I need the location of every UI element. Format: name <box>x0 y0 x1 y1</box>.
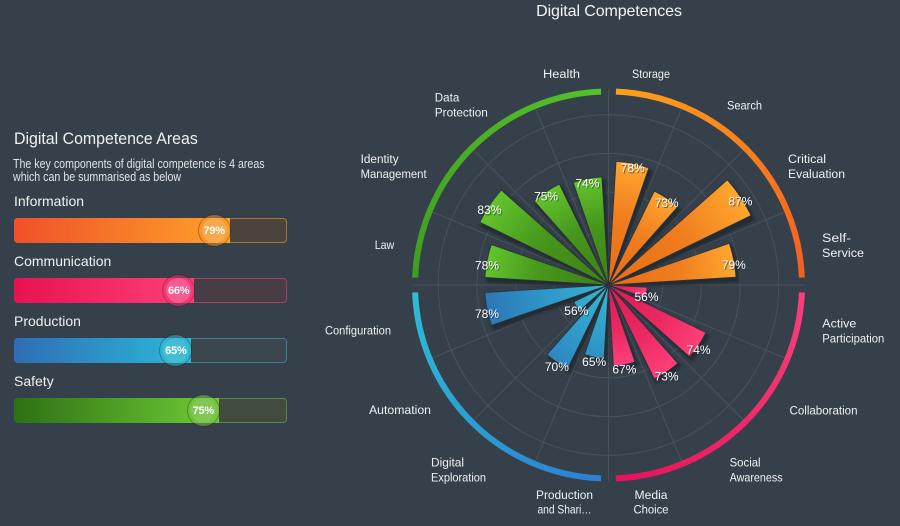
svg-text:78%: 78% <box>475 259 499 273</box>
svg-text:Exploration: Exploration <box>431 471 486 485</box>
svg-text:and Shari…: and Shari… <box>538 503 592 517</box>
svg-text:78%: 78% <box>621 161 645 175</box>
svg-text:73%: 73% <box>656 371 680 385</box>
svg-text:Search: Search <box>727 99 762 113</box>
svg-text:74%: 74% <box>575 176 599 190</box>
svg-text:Media: Media <box>635 488 668 502</box>
svg-text:75%: 75% <box>535 191 559 205</box>
svg-text:87%: 87% <box>728 195 752 209</box>
svg-text:67%: 67% <box>612 362 636 376</box>
svg-text:74%: 74% <box>576 178 600 192</box>
svg-text:65%: 65% <box>582 355 606 369</box>
svg-text:Production: Production <box>536 488 593 502</box>
svg-text:79%: 79% <box>722 258 746 272</box>
svg-text:73%: 73% <box>656 197 680 211</box>
svg-text:78%: 78% <box>622 162 646 176</box>
svg-text:Self-: Self- <box>822 231 851 245</box>
svg-text:Health: Health <box>543 67 580 81</box>
svg-text:Social: Social <box>730 456 761 470</box>
svg-text:74%: 74% <box>688 344 712 358</box>
svg-text:Identity: Identity <box>361 152 400 166</box>
svg-text:Configuration: Configuration <box>325 324 391 338</box>
svg-text:Service: Service <box>822 246 864 260</box>
svg-text:Critical: Critical <box>788 152 826 166</box>
svg-text:87%: 87% <box>729 196 753 210</box>
svg-text:Automation: Automation <box>369 403 431 417</box>
svg-text:56%: 56% <box>635 291 659 305</box>
svg-text:Digital: Digital <box>431 456 464 470</box>
svg-text:Law: Law <box>375 238 395 252</box>
svg-text:Active: Active <box>822 317 856 331</box>
svg-text:79%: 79% <box>723 259 747 273</box>
svg-text:Management: Management <box>361 167 428 181</box>
svg-text:83%: 83% <box>478 204 502 218</box>
svg-text:67%: 67% <box>613 364 637 378</box>
svg-text:65%: 65% <box>583 356 607 370</box>
svg-text:Storage: Storage <box>632 67 670 81</box>
svg-text:73%: 73% <box>655 196 679 210</box>
svg-text:56%: 56% <box>634 290 658 304</box>
svg-text:75%: 75% <box>534 189 558 203</box>
svg-text:78%: 78% <box>475 307 499 321</box>
svg-text:Protection: Protection <box>435 106 488 120</box>
svg-text:78%: 78% <box>476 308 500 322</box>
svg-text:Evaluation: Evaluation <box>788 167 845 181</box>
svg-text:Choice: Choice <box>634 503 669 517</box>
svg-text:70%: 70% <box>546 361 570 375</box>
svg-text:74%: 74% <box>687 343 711 357</box>
svg-text:83%: 83% <box>477 203 501 217</box>
svg-text:56%: 56% <box>565 305 589 319</box>
svg-text:70%: 70% <box>545 360 569 374</box>
svg-text:Awareness: Awareness <box>730 471 783 485</box>
svg-text:Data: Data <box>435 91 460 105</box>
svg-text:56%: 56% <box>564 304 588 318</box>
svg-text:Collaboration: Collaboration <box>790 404 858 418</box>
svg-text:Participation: Participation <box>822 332 884 346</box>
svg-text:73%: 73% <box>655 370 679 384</box>
svg-text:78%: 78% <box>476 260 500 274</box>
